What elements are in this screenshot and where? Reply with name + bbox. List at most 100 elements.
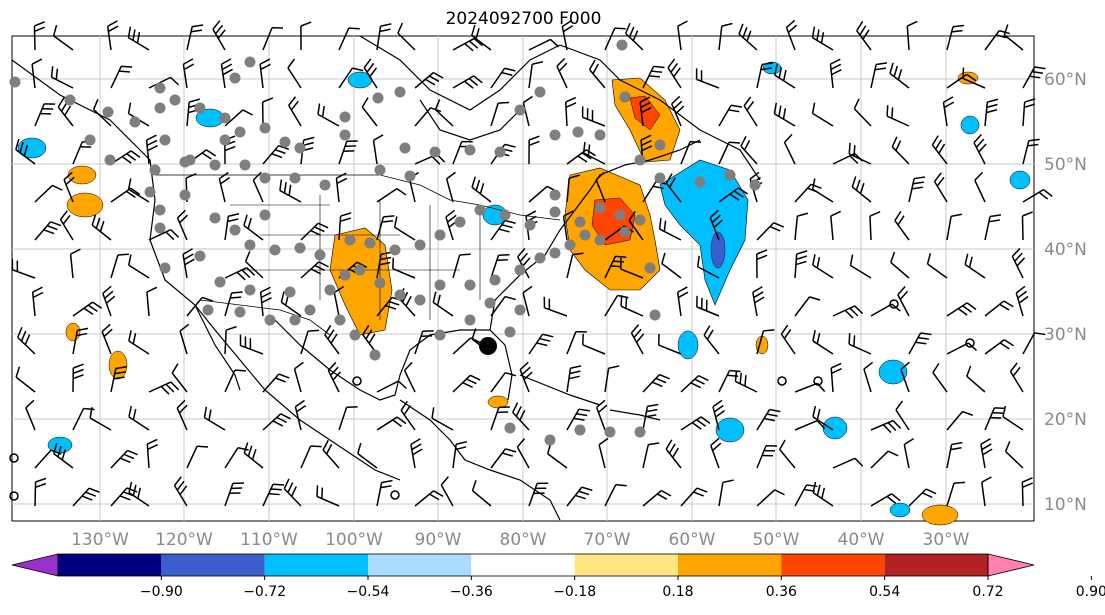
wind-barb (734, 370, 758, 393)
longitude-labels: 130°W 120°W 110°W 100°W 90°W 80°W 70°W 60°W 50°W… (71, 530, 970, 550)
wind-barb (414, 330, 434, 355)
observation-point (269, 244, 281, 256)
wind-barb (849, 254, 872, 279)
wind-barb (72, 407, 95, 431)
wind-barb (756, 329, 775, 355)
wind-barb (34, 184, 63, 203)
wind-barb (794, 419, 826, 431)
calm-circle (9, 491, 19, 501)
wind-barb (1022, 332, 1046, 355)
observation-point (169, 94, 181, 106)
wind-barb (740, 136, 758, 165)
observation-point (489, 274, 501, 286)
wind-barb (53, 442, 74, 469)
wind-barb (148, 229, 180, 241)
wind-barb (1021, 477, 1033, 507)
wind-barb (186, 24, 204, 51)
wind-barb (964, 253, 986, 279)
observation-point (179, 156, 191, 168)
wind-barb (946, 481, 966, 507)
wind-barb (72, 487, 100, 507)
observation-point (129, 116, 141, 128)
wind-barb (528, 60, 544, 89)
calm-circle (352, 376, 362, 386)
observation-point (574, 424, 586, 436)
wind-barb (490, 253, 510, 279)
wind-barb (224, 109, 253, 127)
wind-barb (279, 179, 302, 203)
observation-point (499, 209, 511, 221)
wind-barb (903, 437, 915, 469)
wind-barb (812, 254, 834, 279)
observation-point (339, 129, 351, 141)
wind-barb (756, 222, 785, 241)
latitude-label: 10°N (1044, 495, 1087, 515)
observation-point (549, 247, 561, 259)
observation-point (414, 239, 426, 251)
wind-barb (363, 58, 378, 89)
wind-barb (262, 373, 290, 393)
wind-barb (440, 476, 454, 507)
wind-barb (145, 134, 158, 165)
coastline-east (489, 139, 701, 331)
observation-point (454, 216, 466, 228)
coastline-central-america (399, 399, 561, 521)
wind-barb (239, 334, 264, 355)
wind-barb (173, 476, 188, 507)
observation-point (619, 226, 631, 238)
wind-barb (316, 485, 340, 507)
wind-barb (931, 135, 948, 165)
wind-barb (392, 257, 416, 279)
coastlines-and-borders (11, 35, 761, 521)
latitude-label: 20°N (1044, 410, 1087, 430)
wind-barb (432, 291, 454, 317)
observation-point (154, 82, 166, 94)
wind-barb (338, 140, 358, 165)
observation-point (644, 262, 656, 274)
wind-barb (718, 22, 733, 51)
observation-point (294, 242, 306, 254)
wind-barb (620, 295, 644, 317)
wind-barb (34, 477, 47, 507)
observation-point (149, 164, 161, 176)
wind-barb (400, 400, 416, 431)
wind-barb (33, 21, 46, 51)
wind-barb (127, 254, 150, 279)
wind-barb (110, 365, 127, 393)
observation-point (724, 169, 736, 181)
wind-barb (89, 407, 112, 431)
colorbar-tick-label: 0.18 (662, 584, 693, 600)
anomaly-patch-mexico (108, 350, 128, 380)
colorbar-extend-low (11, 553, 59, 577)
wind-barb (300, 445, 322, 469)
wind-barb (642, 442, 660, 469)
wind-barb (224, 482, 244, 507)
observation-point (389, 244, 401, 256)
wind-barb (327, 361, 342, 393)
wind-barb (519, 361, 533, 393)
observation-point (614, 209, 626, 221)
wind-barb (665, 173, 682, 203)
colorbar-segment (161, 554, 265, 576)
observation-point (694, 176, 706, 188)
wind-barb (252, 171, 264, 203)
latitude-label: 30°N (1044, 325, 1087, 345)
wind-barb (908, 332, 932, 355)
wind-barb (595, 171, 606, 203)
observation-point (154, 102, 166, 114)
hudson-bay (419, 99, 521, 141)
observation-point (374, 277, 386, 289)
wind-barb (287, 58, 302, 89)
us-mexico-border (199, 299, 331, 336)
observation-point (144, 186, 156, 198)
coastline-gulf (274, 319, 513, 401)
observation-point (434, 279, 446, 291)
wind-barb (667, 58, 682, 89)
wind-barb (528, 482, 549, 507)
wind-barb (703, 325, 720, 355)
wind-barb (812, 481, 834, 507)
observation-point (159, 134, 171, 146)
wind-barb (962, 67, 986, 89)
wind-barb (376, 251, 393, 279)
